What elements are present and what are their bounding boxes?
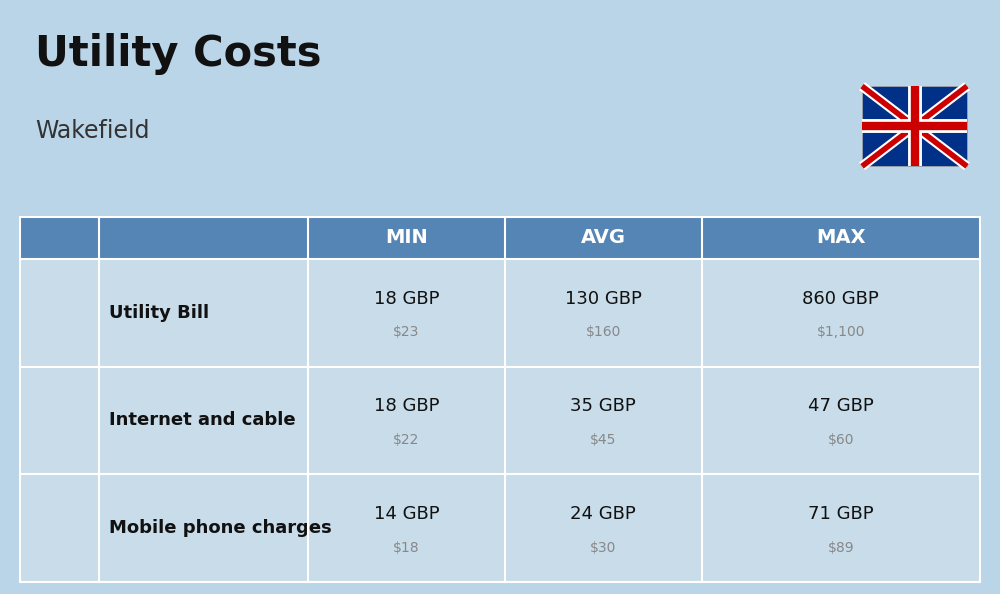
Text: 35 GBP: 35 GBP	[570, 397, 636, 415]
Text: 130 GBP: 130 GBP	[565, 290, 642, 308]
FancyBboxPatch shape	[702, 217, 980, 259]
Text: 47 GBP: 47 GBP	[808, 397, 874, 415]
Text: AVG: AVG	[581, 228, 626, 247]
Text: 860 GBP: 860 GBP	[802, 290, 879, 308]
FancyBboxPatch shape	[505, 259, 702, 366]
FancyBboxPatch shape	[505, 475, 702, 582]
Text: 71 GBP: 71 GBP	[808, 505, 874, 523]
FancyBboxPatch shape	[99, 217, 308, 259]
FancyBboxPatch shape	[20, 366, 99, 475]
Text: 18 GBP: 18 GBP	[374, 397, 439, 415]
FancyBboxPatch shape	[99, 259, 308, 366]
Text: $23: $23	[393, 325, 420, 339]
Text: $1,100: $1,100	[817, 325, 865, 339]
Text: $45: $45	[590, 433, 616, 447]
FancyBboxPatch shape	[20, 217, 99, 259]
Text: MAX: MAX	[816, 228, 866, 247]
FancyBboxPatch shape	[99, 475, 308, 582]
Text: $160: $160	[586, 325, 621, 339]
Text: 14 GBP: 14 GBP	[374, 505, 439, 523]
Text: Internet and cable: Internet and cable	[109, 412, 295, 429]
Text: Utility Bill: Utility Bill	[109, 304, 209, 322]
FancyBboxPatch shape	[20, 259, 99, 366]
FancyBboxPatch shape	[20, 475, 99, 582]
Text: $30: $30	[590, 541, 616, 555]
Text: MIN: MIN	[385, 228, 428, 247]
FancyBboxPatch shape	[702, 475, 980, 582]
Text: $18: $18	[393, 541, 420, 555]
FancyBboxPatch shape	[862, 86, 967, 166]
Text: $60: $60	[828, 433, 854, 447]
FancyBboxPatch shape	[308, 366, 505, 475]
FancyBboxPatch shape	[702, 366, 980, 475]
Text: Utility Costs: Utility Costs	[35, 33, 322, 75]
FancyBboxPatch shape	[99, 366, 308, 475]
Text: $89: $89	[827, 541, 854, 555]
FancyBboxPatch shape	[308, 217, 505, 259]
Text: 18 GBP: 18 GBP	[374, 290, 439, 308]
Text: Mobile phone charges: Mobile phone charges	[109, 519, 331, 537]
FancyBboxPatch shape	[308, 475, 505, 582]
Text: $22: $22	[393, 433, 420, 447]
Text: Wakefield: Wakefield	[35, 119, 150, 143]
FancyBboxPatch shape	[505, 366, 702, 475]
FancyBboxPatch shape	[308, 259, 505, 366]
Text: 24 GBP: 24 GBP	[570, 505, 636, 523]
FancyBboxPatch shape	[505, 217, 702, 259]
FancyBboxPatch shape	[702, 259, 980, 366]
